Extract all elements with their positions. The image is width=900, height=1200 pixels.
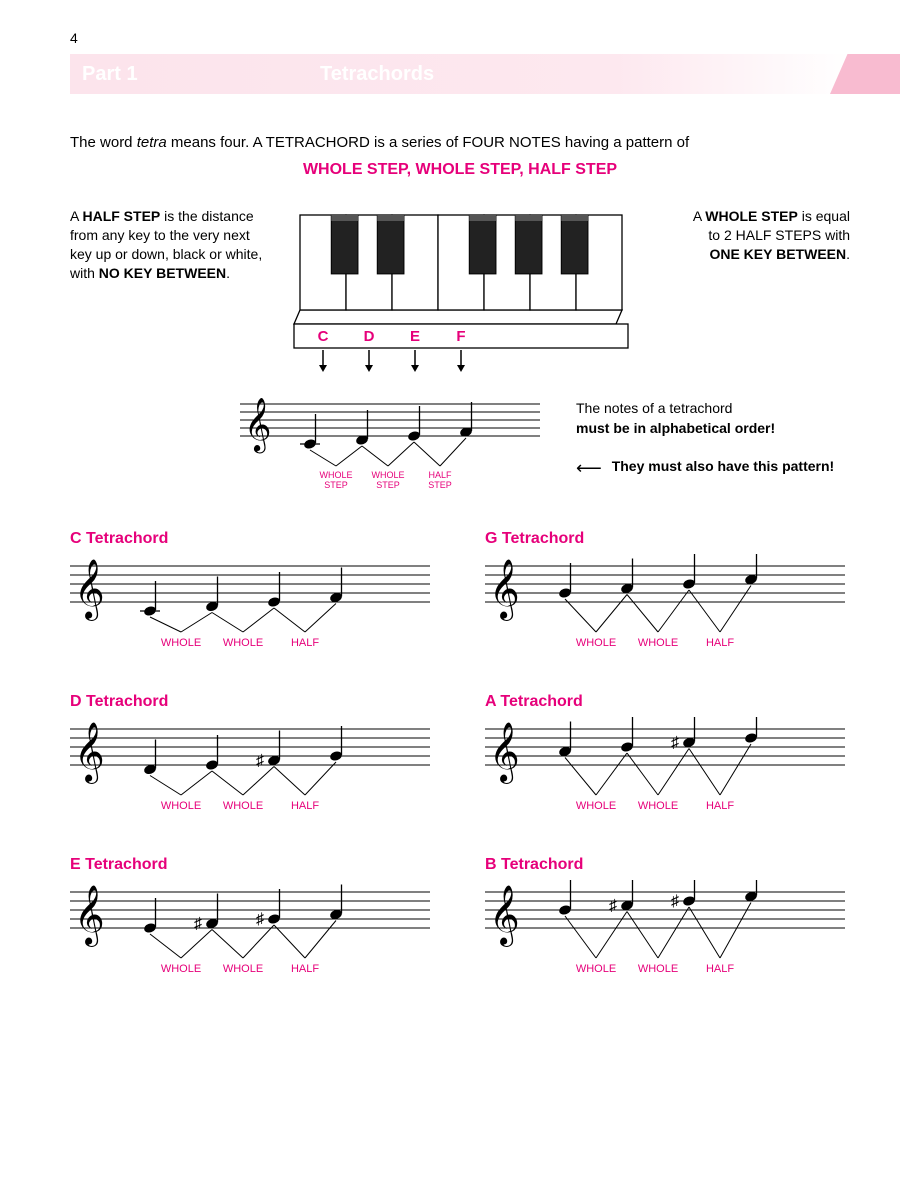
svg-text:WHOLE: WHOLE — [161, 963, 201, 975]
svg-text:WHOLE: WHOLE — [371, 470, 404, 480]
t: from any key to the very next — [70, 227, 250, 243]
svg-text:𝄞: 𝄞 — [74, 559, 105, 621]
tetrachord-cell: D Tetrachord 𝄞 ♯ WHOLE WHOLE HALF — [70, 693, 435, 832]
tetrachord-staff: 𝄞 WHOLE WHOLE HALF — [70, 554, 430, 664]
intro-italic: tetra — [137, 134, 167, 151]
svg-text:𝄞: 𝄞 — [489, 559, 520, 621]
t: is equal — [798, 208, 850, 224]
svg-text:WHOLE: WHOLE — [638, 963, 678, 975]
svg-text:HALF: HALF — [291, 963, 319, 975]
svg-text:♯: ♯ — [671, 735, 679, 752]
tetrachord-title: E Tetrachord — [70, 856, 435, 874]
svg-text:HALF: HALF — [291, 637, 319, 649]
keyboard-row: A HALF STEP is the distance from any key… — [70, 207, 850, 382]
svg-text:♯: ♯ — [194, 916, 202, 933]
tetrachord-cell: G Tetrachord 𝄞 WHOLE WHOLE HALF — [485, 530, 850, 669]
center-staff-row: 𝄞WHOLESTEPWHOLESTEPHALFSTEP The notes of… — [240, 390, 850, 500]
svg-text:WHOLE: WHOLE — [576, 963, 616, 975]
whole-step-definition: A WHOLE STEP is equal to 2 HALF STEPS wi… — [650, 207, 850, 264]
t: is the distance — [160, 208, 253, 224]
t: They must also have this pattern! — [612, 458, 835, 474]
svg-text:WHOLE: WHOLE — [161, 637, 201, 649]
tetrachord-staff: 𝄞 ♯ WHOLE WHOLE HALF — [70, 717, 430, 827]
header-part: Part 1 — [82, 63, 138, 86]
svg-text:WHOLE: WHOLE — [223, 963, 263, 975]
svg-text:WHOLE: WHOLE — [638, 637, 678, 649]
tetrachord-title: A Tetrachord — [485, 693, 850, 711]
staff-captions: The notes of a tetrachord must be in alp… — [576, 390, 834, 481]
tetrachord-grid: C Tetrachord 𝄞 WHOLE WHOLE HALF G Tetrachord 𝄞… — [70, 530, 850, 995]
t: HALF STEP — [82, 208, 160, 224]
page-number: 4 — [70, 30, 850, 46]
svg-text:HALF: HALF — [706, 800, 734, 812]
svg-text:F: F — [456, 328, 465, 345]
t: The notes of a tetrachord — [576, 400, 732, 416]
t: . — [846, 246, 850, 262]
svg-text:♯: ♯ — [609, 898, 617, 915]
tetrachord-staff: 𝄞 ♯ ♯ WHOLE WHOLE HALF — [485, 880, 845, 990]
t: with — [70, 265, 99, 281]
t: NO KEY BETWEEN — [99, 265, 226, 281]
svg-text:C: C — [318, 328, 329, 345]
t: . — [226, 265, 230, 281]
tetrachord-cell: C Tetrachord 𝄞 WHOLE WHOLE HALF — [70, 530, 435, 669]
keyboard-diagram: C D E F — [280, 207, 640, 382]
tetrachord-title: B Tetrachord — [485, 856, 850, 874]
t: to 2 HALF STEPS with — [708, 227, 850, 243]
svg-text:STEP: STEP — [376, 480, 400, 490]
svg-text:WHOLE: WHOLE — [161, 800, 201, 812]
tetrachord-title: G Tetrachord — [485, 530, 850, 548]
tetrachord-title: D Tetrachord — [70, 693, 435, 711]
svg-text:𝄞: 𝄞 — [489, 722, 520, 784]
svg-text:𝄞: 𝄞 — [74, 722, 105, 784]
tetrachord-cell: B Tetrachord 𝄞 ♯ ♯ WHOLE WHOLE HALF — [485, 856, 850, 995]
caption-1: The notes of a tetrachord must be in alp… — [576, 398, 834, 439]
header-tab — [830, 54, 900, 94]
svg-text:♯: ♯ — [256, 753, 264, 770]
svg-text:♯: ♯ — [256, 911, 264, 928]
arrow-left-icon: ⟵ — [576, 458, 602, 478]
svg-text:𝄞: 𝄞 — [244, 398, 271, 453]
header-title: Tetrachords — [320, 63, 434, 86]
t: ONE KEY BETWEEN — [709, 246, 846, 262]
svg-text:STEP: STEP — [428, 480, 452, 490]
tetrachord-cell: A Tetrachord 𝄞 ♯ WHOLE WHOLE HALF — [485, 693, 850, 832]
tetrachord-staff: 𝄞 ♯ WHOLE WHOLE HALF — [485, 717, 845, 827]
t: WHOLE STEP — [705, 208, 798, 224]
tetrachord-cell: E Tetrachord 𝄞 ♯ ♯ WHOLE WHOLE HALF — [70, 856, 435, 995]
intro-mid: means four. A TETRACHORD is a series of … — [167, 134, 689, 151]
svg-text:𝄞: 𝄞 — [489, 885, 520, 947]
svg-text:♯: ♯ — [671, 893, 679, 910]
t: A — [693, 208, 705, 224]
svg-text:D: D — [364, 328, 375, 345]
svg-text:E: E — [410, 328, 420, 345]
svg-text:WHOLE: WHOLE — [223, 800, 263, 812]
tetrachord-staff: 𝄞 WHOLE WHOLE HALF — [485, 554, 845, 664]
svg-text:𝄞: 𝄞 — [74, 885, 105, 947]
caption-2: ⟵ They must also have this pattern! — [576, 455, 834, 481]
svg-text:WHOLE: WHOLE — [576, 800, 616, 812]
svg-text:WHOLE: WHOLE — [576, 637, 616, 649]
keyboard-svg: C D E F — [280, 207, 640, 377]
half-step-definition: A HALF STEP is the distance from any key… — [70, 207, 270, 283]
svg-text:HALF: HALF — [291, 800, 319, 812]
svg-text:WHOLE: WHOLE — [638, 800, 678, 812]
t: must be in alphabetical order! — [576, 420, 775, 436]
svg-text:STEP: STEP — [324, 480, 348, 490]
tetrachord-staff: 𝄞 ♯ ♯ WHOLE WHOLE HALF — [70, 880, 430, 990]
center-staff-svg: 𝄞WHOLESTEPWHOLESTEPHALFSTEP — [240, 390, 560, 500]
t: A — [70, 208, 82, 224]
svg-text:WHOLE: WHOLE — [223, 637, 263, 649]
svg-text:HALF: HALF — [706, 637, 734, 649]
header-band: Part 1 Tetrachords — [70, 54, 850, 94]
pattern-line: WHOLE STEP, WHOLE STEP, HALF STEP — [70, 161, 850, 179]
intro-pre: The word — [70, 134, 137, 151]
svg-text:HALF: HALF — [706, 963, 734, 975]
tetrachord-title: C Tetrachord — [70, 530, 435, 548]
svg-text:WHOLE: WHOLE — [319, 470, 352, 480]
intro-text: The word tetra means four. A TETRACHORD … — [70, 134, 850, 151]
svg-text:HALF: HALF — [428, 470, 452, 480]
t: key up or down, black or white, — [70, 246, 262, 262]
